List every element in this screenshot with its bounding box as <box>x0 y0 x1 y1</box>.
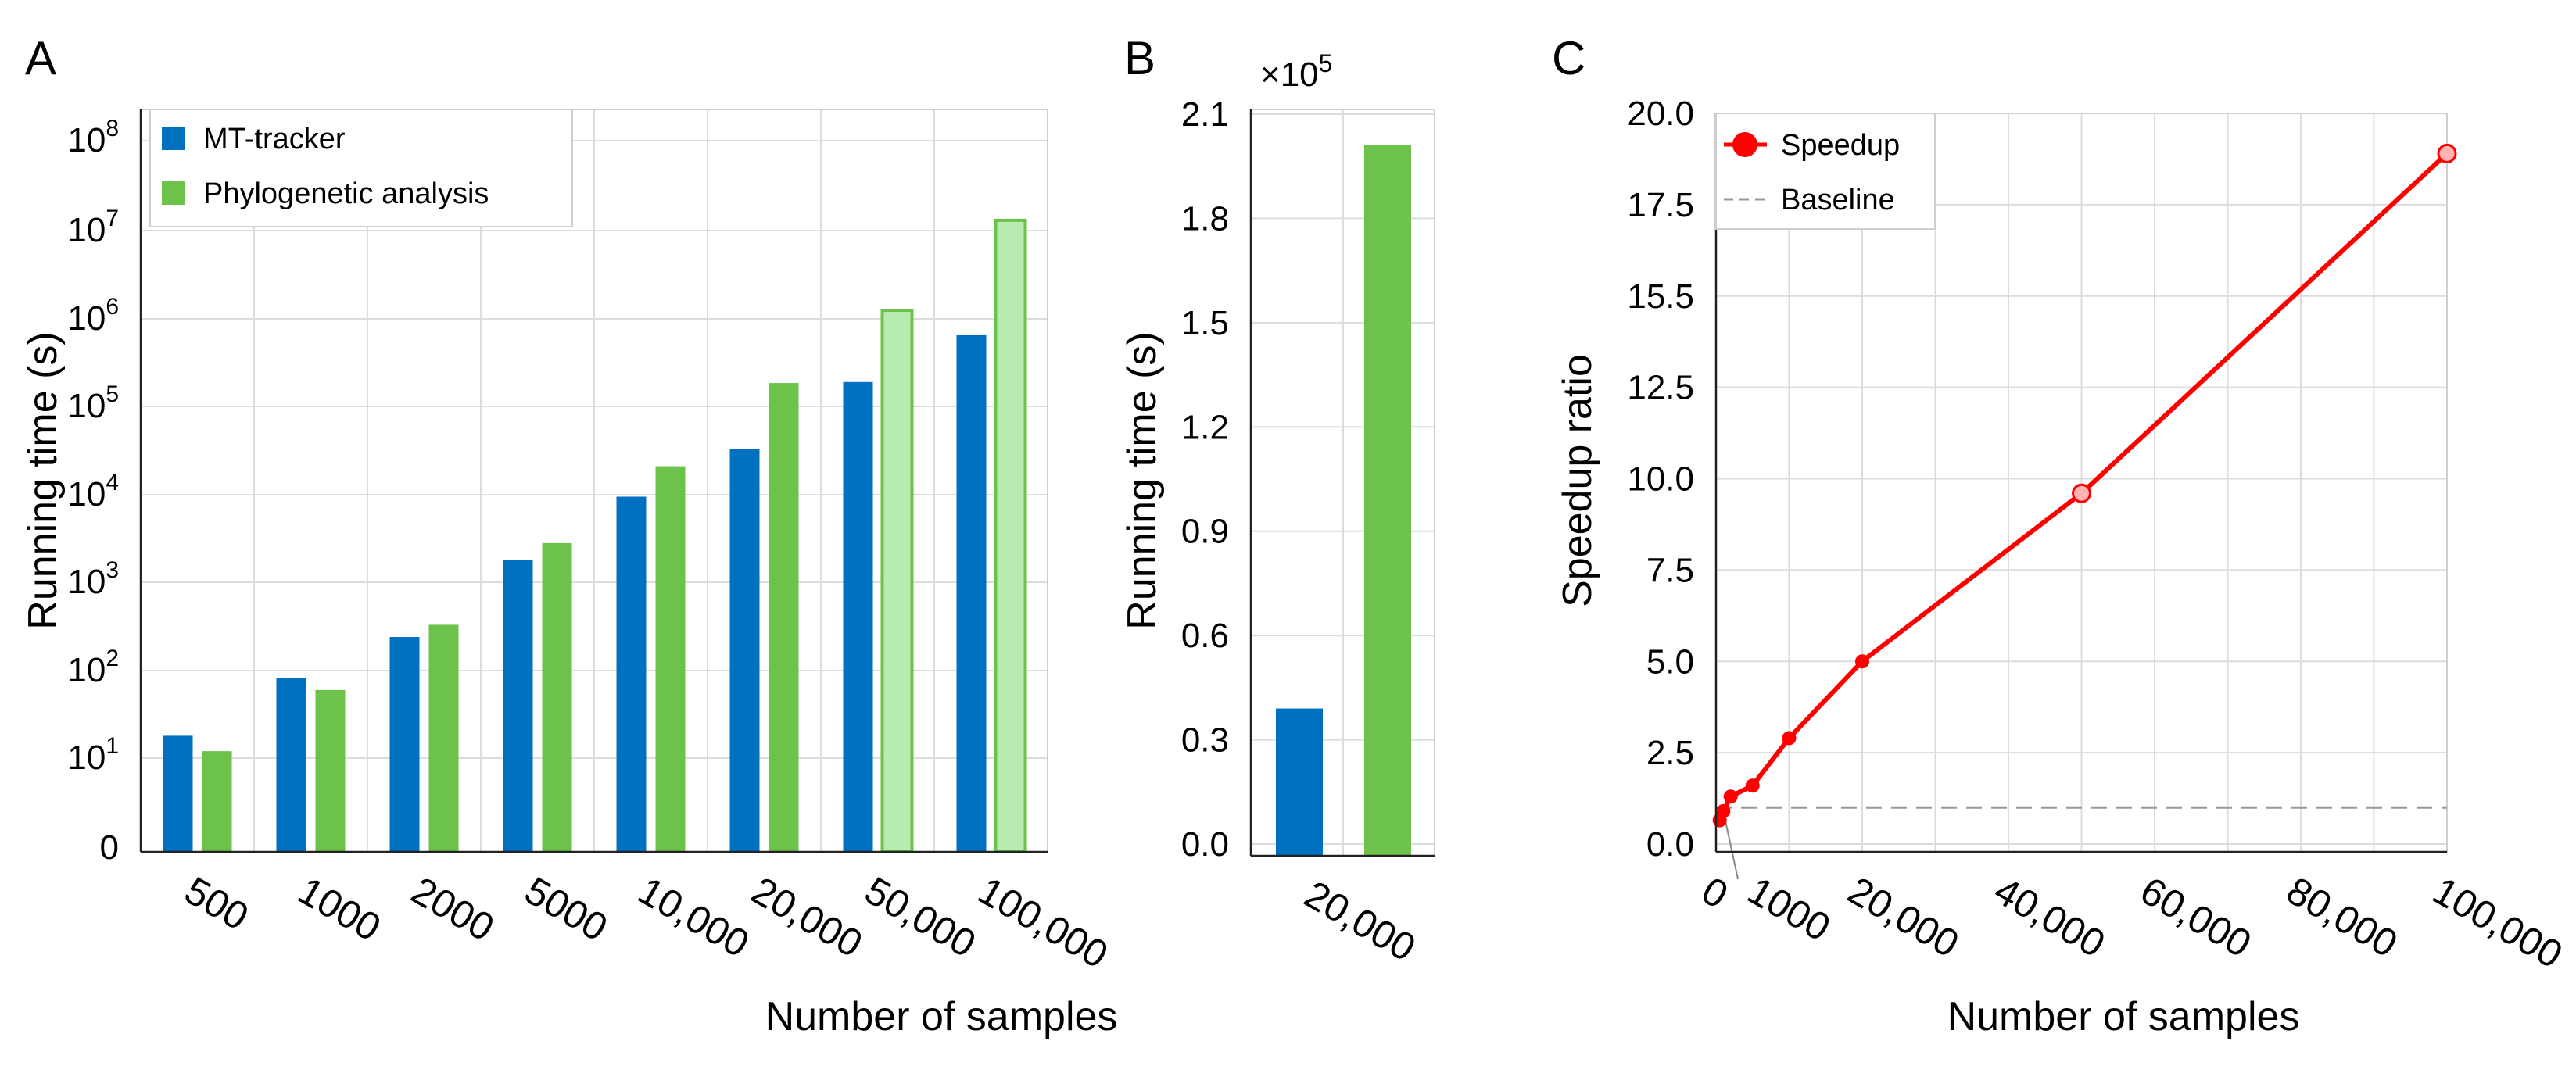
panel-a-y-tick-label: 102 <box>67 646 119 689</box>
panel-a-y-axis-label: Running time (s) <box>20 331 66 629</box>
speedup-point <box>1855 654 1869 669</box>
panel-c-y-tick-label: 0.0 <box>1646 825 1694 864</box>
panel-c-y-tick-label: 20.0 <box>1627 95 1694 133</box>
panel-c-x-tick-label: 40,000 <box>1987 868 2112 966</box>
bar-mt-tracker-2000 <box>389 637 420 852</box>
panel-a-y-tick-label: 108 <box>67 116 119 159</box>
panel-c-x-tick-label: 1000 <box>1740 868 1837 950</box>
panel-a-y-tick-label: 107 <box>67 206 119 249</box>
panel-a-y-tick-label: 103 <box>67 557 119 601</box>
panel-a-y-tick-label: 104 <box>67 470 119 513</box>
bar-phylogenetic-500 <box>202 751 232 852</box>
panel-c-y-tick-label: 17.5 <box>1627 186 1694 224</box>
bar-phylogenetic-100000 <box>994 218 1027 854</box>
panel-b-y-tick-label: 0.6 <box>1181 617 1229 655</box>
panel-a-x-tick-label: 2000 <box>404 868 501 950</box>
bar-phylogenetic-5000 <box>542 542 572 852</box>
bar-mt-tracker-20000 <box>729 449 760 852</box>
panel-c-y-tick-label: 2.5 <box>1646 734 1694 772</box>
legend-baseline-label: Baseline <box>1781 184 1895 216</box>
panel-b-y-tick-label: 0.9 <box>1181 513 1229 551</box>
bar-phylogenetic-50000 <box>880 309 914 853</box>
bar-mt-tracker-10000 <box>616 496 647 852</box>
speedup-point <box>1716 803 1731 818</box>
legend-phylogenetic-swatch <box>162 181 185 205</box>
bar-phylogenetic-20000 <box>1364 145 1411 856</box>
panel-c-x-tick-label: 0 <box>1695 868 1736 917</box>
speedup-point <box>2437 143 2457 163</box>
legend-mt-tracker-label: MT-tracker <box>203 123 346 156</box>
panel-c-y-axis-label: Speedup ratio <box>1555 354 1600 607</box>
bar-phylogenetic-2000 <box>428 624 459 852</box>
panel-b-x-tick-label: 20,000 <box>1298 872 1423 970</box>
panel-a-x-tick-label: 1000 <box>291 868 388 950</box>
speedup-point <box>2072 483 2091 503</box>
speedup-point <box>1745 778 1760 793</box>
bar-mt-tracker-50000 <box>843 381 873 852</box>
bar-phylogenetic-1000 <box>315 689 346 852</box>
legend-speedup-label: Speedup <box>1781 129 1900 162</box>
panel-a-x-tick-label: 10,000 <box>631 868 756 966</box>
panel-a-x-tick-label: 500 <box>177 868 256 939</box>
bar-phylogenetic-10000 <box>655 466 686 852</box>
panel-c-y-tick-label: 7.5 <box>1646 551 1694 589</box>
panel-b-y-tick-label: 1.2 <box>1181 408 1229 446</box>
panel-a-y-tick-label: 106 <box>67 294 119 338</box>
speedup-point <box>1723 789 1738 804</box>
panel-b-y-axis-label: Running time (s) <box>1120 331 1165 629</box>
panel-b-y-tick-label: 1.5 <box>1181 304 1229 342</box>
panel-a-x-tick-label: 100,000 <box>971 868 1116 977</box>
legend-mt-tracker-swatch <box>162 127 185 150</box>
panel-a-chart: 0 101 102 103 104 105 106 107 108 500 1000 2000 500… <box>20 109 1117 1039</box>
panel-c-y-tick-label: 5.0 <box>1646 642 1694 681</box>
panel-b-y-tick-label: 2.1 <box>1181 95 1229 134</box>
panel-c-letter: C <box>1552 32 1585 84</box>
panel-a-y-tick-label: 105 <box>67 381 119 425</box>
panel-c-y-tick-label: 10.0 <box>1627 460 1694 499</box>
panel-a-y-tick-label: 0 <box>100 828 119 867</box>
panel-c-x-axis-label: Number of samples <box>1947 994 2300 1039</box>
bar-phylogenetic-20000 <box>769 383 799 852</box>
panel-a-x-tick-label: 50,000 <box>858 868 983 966</box>
panel-a-x-tick-label: 20,000 <box>744 868 869 966</box>
panel-c-y-tick-label: 12.5 <box>1627 369 1694 407</box>
bar-mt-tracker-20000 <box>1276 708 1323 856</box>
bar-mt-tracker-500 <box>163 735 193 852</box>
panel-c-x-tick-label: 100,000 <box>2426 868 2571 977</box>
panel-a-y-tick-label: 101 <box>67 733 119 777</box>
panel-a-legend: MT-tracker Phylogenetic analysis <box>149 109 573 227</box>
bar-mt-tracker-100000 <box>956 334 987 852</box>
panel-c-x-tick-label: 80,000 <box>2280 868 2405 966</box>
panel-c-chart: 0.0 2.5 5.0 7.5 10.0 12.5 15.5 17.5 20.0 0 1000 20… <box>1555 95 2570 1039</box>
panel-b-y-tick-label: 0.0 <box>1181 825 1229 864</box>
legend-speedup-marker <box>1732 132 1757 157</box>
panel-a-letter: A <box>25 32 56 84</box>
panel-a-x-tick-label: 5000 <box>518 868 614 950</box>
panel-a-x-axis-label: Number of samples <box>765 994 1118 1039</box>
panel-c-legend: Speedup Baseline <box>1715 113 1936 230</box>
panel-c-y-tick-label: 15.5 <box>1627 277 1694 316</box>
panel-c-x-tick-label: 20,000 <box>1841 868 1966 966</box>
legend-phylogenetic-label: Phylogenetic analysis <box>203 177 489 210</box>
panel-b-chart: 0.0 0.3 0.6 0.9 1.2 1.5 1.8 2.1 ×105 20,000 Run… <box>1120 49 1435 970</box>
panel-c-x-tick-label: 60,000 <box>2134 868 2259 966</box>
bar-mt-tracker-1000 <box>276 678 306 852</box>
panel-b-multiplier: ×105 <box>1260 49 1332 94</box>
panel-b-y-tick-label: 1.8 <box>1181 199 1229 238</box>
bar-mt-tracker-5000 <box>503 560 533 852</box>
speedup-point <box>1782 731 1797 746</box>
panel-b-y-tick-label: 0.3 <box>1181 721 1229 760</box>
panel-b-letter: B <box>1124 32 1155 84</box>
